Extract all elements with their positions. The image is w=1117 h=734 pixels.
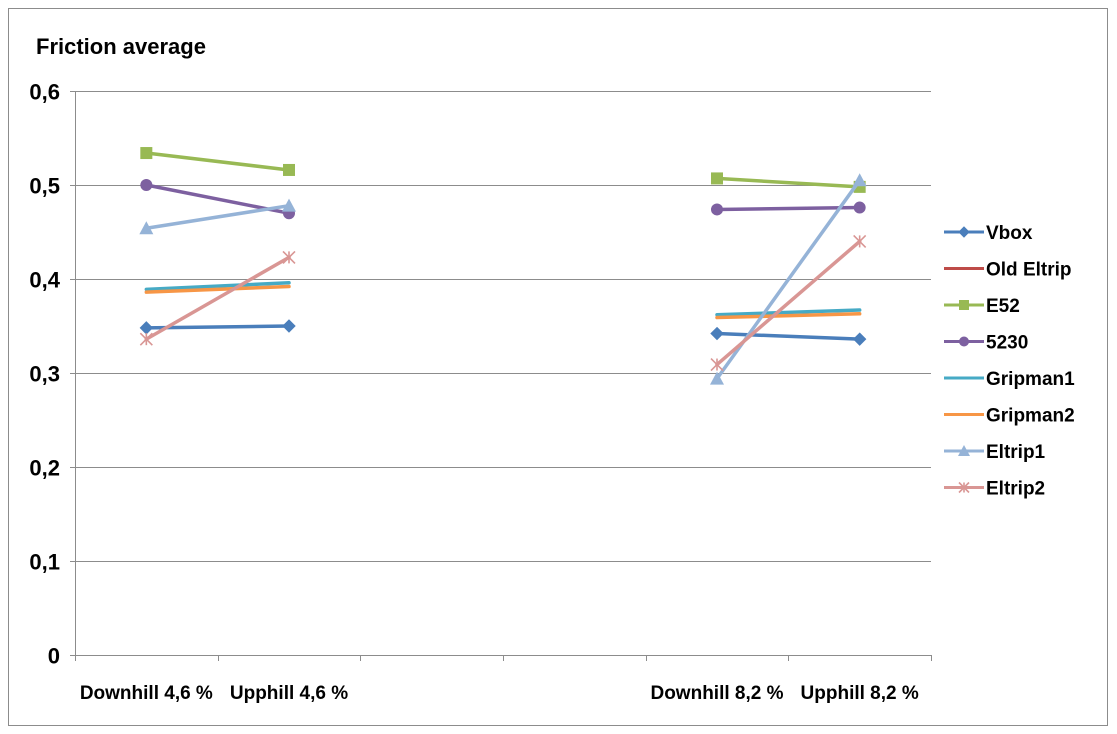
- legend-label: Old Eltrip: [986, 260, 1072, 281]
- data-point: [852, 332, 867, 346]
- series-line: [715, 308, 862, 317]
- data-point: [282, 198, 296, 212]
- legend-marker: [958, 226, 970, 238]
- data-point: [853, 234, 867, 248]
- series-group: [139, 147, 867, 385]
- chart-title: Friction average: [36, 34, 206, 59]
- series-line: [715, 312, 862, 320]
- data-point: [282, 319, 296, 333]
- series-gripman1: [144, 281, 862, 317]
- legend-marker: [959, 300, 969, 310]
- series-line: [715, 176, 862, 189]
- chart-border: [8, 8, 1108, 726]
- legend-label: Eltrip1: [986, 442, 1046, 463]
- legend-item: Gripman1: [944, 369, 1075, 390]
- series-line: [144, 324, 291, 330]
- gridlines: [75, 91, 931, 562]
- x-tick-label: Upphill 4,6 %: [230, 683, 348, 704]
- y-tick-label: 0: [48, 644, 60, 669]
- y-tick-label: 0,4: [29, 268, 60, 293]
- series-line: [715, 205, 862, 212]
- data-point: [140, 147, 153, 160]
- data-point: [282, 250, 296, 264]
- legend-item: Eltrip1: [944, 442, 1046, 463]
- data-point: [853, 201, 866, 214]
- legend-label: Vbox: [986, 223, 1033, 244]
- axes: 0 0,1 0,2 0,3 0,4 0,5 0,6 Downhill 4,6 % Upphill…: [29, 80, 932, 704]
- data-point: [139, 221, 154, 235]
- data-point: [283, 163, 295, 176]
- y-tick-label: 0,6: [29, 80, 60, 105]
- legend-item: Vbox: [944, 223, 1033, 244]
- y-tick-label: 0,3: [29, 362, 60, 387]
- legend-marker: [958, 445, 970, 456]
- data-point: [139, 332, 153, 346]
- series-e52: [140, 147, 866, 193]
- series-line: [144, 203, 291, 230]
- data-point: [710, 371, 724, 385]
- x-tick-label: Downhill 4,6 %: [80, 683, 213, 704]
- legend-label: Eltrip2: [986, 479, 1045, 500]
- data-point: [710, 326, 724, 341]
- series-5230: [140, 179, 866, 220]
- series-line: [144, 151, 291, 172]
- legend-item: Eltrip2: [944, 479, 1045, 500]
- data-point: [852, 173, 867, 187]
- legend-label: 5230: [986, 333, 1028, 354]
- data-point: [140, 179, 153, 191]
- series-vbox: [139, 319, 867, 346]
- x-tick-label: Downhill 8,2 %: [650, 683, 783, 704]
- data-point: [711, 172, 723, 185]
- series-line: [144, 284, 291, 294]
- y-tick-label: 0,1: [29, 550, 60, 575]
- legend-item: Old Eltrip: [944, 260, 1072, 281]
- y-tick-label: 0,2: [29, 456, 60, 481]
- series-line: [715, 239, 862, 367]
- legend: Vbox Old Eltrip E52 5230 Gripman1 Gripman2 Elt…: [944, 223, 1075, 500]
- legend-item: E52: [944, 296, 1020, 317]
- legend-item: 5230: [944, 333, 1028, 354]
- y-tick-label: 0,5: [29, 174, 60, 199]
- legend-item: Gripman2: [944, 406, 1075, 427]
- series-eltrip2: [139, 234, 867, 372]
- series-gripman2: [144, 284, 862, 320]
- legend-label: Gripman2: [986, 406, 1075, 427]
- data-point: [710, 357, 724, 372]
- legend-label: Gripman1: [986, 369, 1075, 390]
- series-line: [715, 331, 862, 341]
- x-tick-label: Upphill 8,2 %: [801, 683, 919, 704]
- legend-marker: [958, 481, 970, 494]
- legend-label: E52: [986, 296, 1020, 317]
- series-line: [144, 281, 291, 292]
- series-line: [144, 255, 291, 341]
- data-point: [711, 203, 723, 216]
- legend-marker: [959, 336, 969, 347]
